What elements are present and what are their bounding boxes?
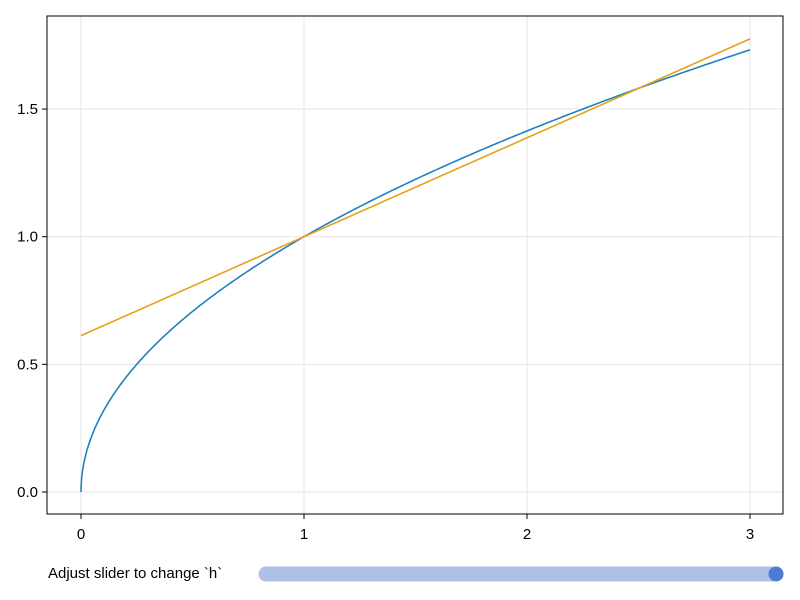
h-slider[interactable] xyxy=(258,566,784,582)
sqrt-curve xyxy=(80,49,751,492)
y-tick-label: 0.5 xyxy=(17,356,38,373)
x-tick-label: 0 xyxy=(77,526,85,543)
slider-knob[interactable] xyxy=(768,566,784,582)
x-tick-label: 1 xyxy=(300,526,308,543)
grid xyxy=(47,16,783,514)
y-tick-label: 1.0 xyxy=(17,229,38,246)
y-tick-label: 1.5 xyxy=(17,101,38,118)
y-tick-label: 0.0 xyxy=(17,484,38,501)
secant-line xyxy=(80,38,751,337)
series-lines xyxy=(80,38,751,492)
x-tick-label: 2 xyxy=(523,526,531,543)
x-tick-label: 3 xyxy=(746,526,754,543)
slider-label: Adjust slider to change `h` xyxy=(48,565,223,582)
tick-labels: 0 1 2 3 0.0 0.5 1.0 1.5 xyxy=(17,101,754,543)
axis-frame xyxy=(46,15,784,515)
